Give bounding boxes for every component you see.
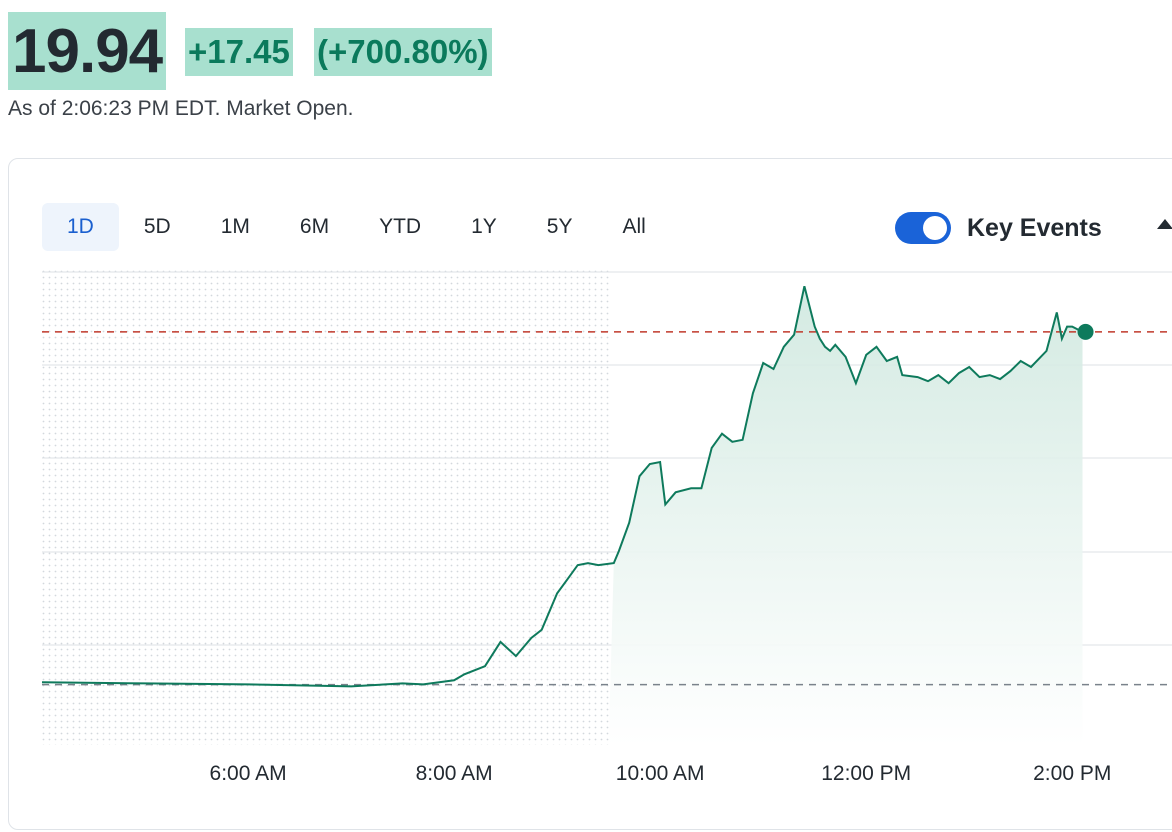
x-tick-label: 12:00 PM: [821, 762, 911, 785]
x-axis-ticks: 6:00 AM 8:00 AM 10:00 AM 12:00 PM 2:00 PM: [210, 762, 1112, 785]
current-price-dot: [1077, 323, 1094, 340]
chart-type-icon[interactable]: [1157, 219, 1172, 229]
price-change: +17.45: [185, 28, 293, 76]
key-events-control[interactable]: Key Events: [895, 211, 1102, 245]
toggle-knob: [923, 216, 947, 240]
price-change-percent: (+700.80%): [314, 28, 492, 76]
range-tab-1d[interactable]: 1D: [42, 203, 119, 251]
range-tabs: 1D 5D 1M 6M YTD 1Y 5Y All: [42, 203, 671, 251]
x-tick-label: 10:00 AM: [616, 762, 705, 785]
key-events-toggle[interactable]: [895, 212, 951, 244]
market-status: As of 2:06:23 PM EDT. Market Open.: [8, 97, 354, 120]
premarket-shading: [42, 270, 609, 745]
range-tab-5d[interactable]: 5D: [143, 215, 171, 238]
range-tab-1m[interactable]: 1M: [220, 215, 250, 238]
current-price: 19.94: [8, 12, 167, 90]
x-tick-label: 8:00 AM: [416, 762, 493, 785]
price-area-fill: [608, 286, 1083, 745]
price-series-line: [41, 285, 1083, 688]
range-tab-6m[interactable]: 6M: [299, 215, 330, 238]
range-tab-all[interactable]: All: [622, 215, 646, 238]
x-tick-label: 2:00 PM: [1033, 762, 1111, 785]
range-tab-1y[interactable]: 1Y: [471, 215, 497, 238]
x-tick-label: 6:00 AM: [210, 762, 287, 785]
range-tab-ytd[interactable]: YTD: [379, 215, 422, 238]
range-tab-5y[interactable]: 5Y: [546, 215, 573, 238]
key-events-label: Key Events: [967, 213, 1102, 242]
